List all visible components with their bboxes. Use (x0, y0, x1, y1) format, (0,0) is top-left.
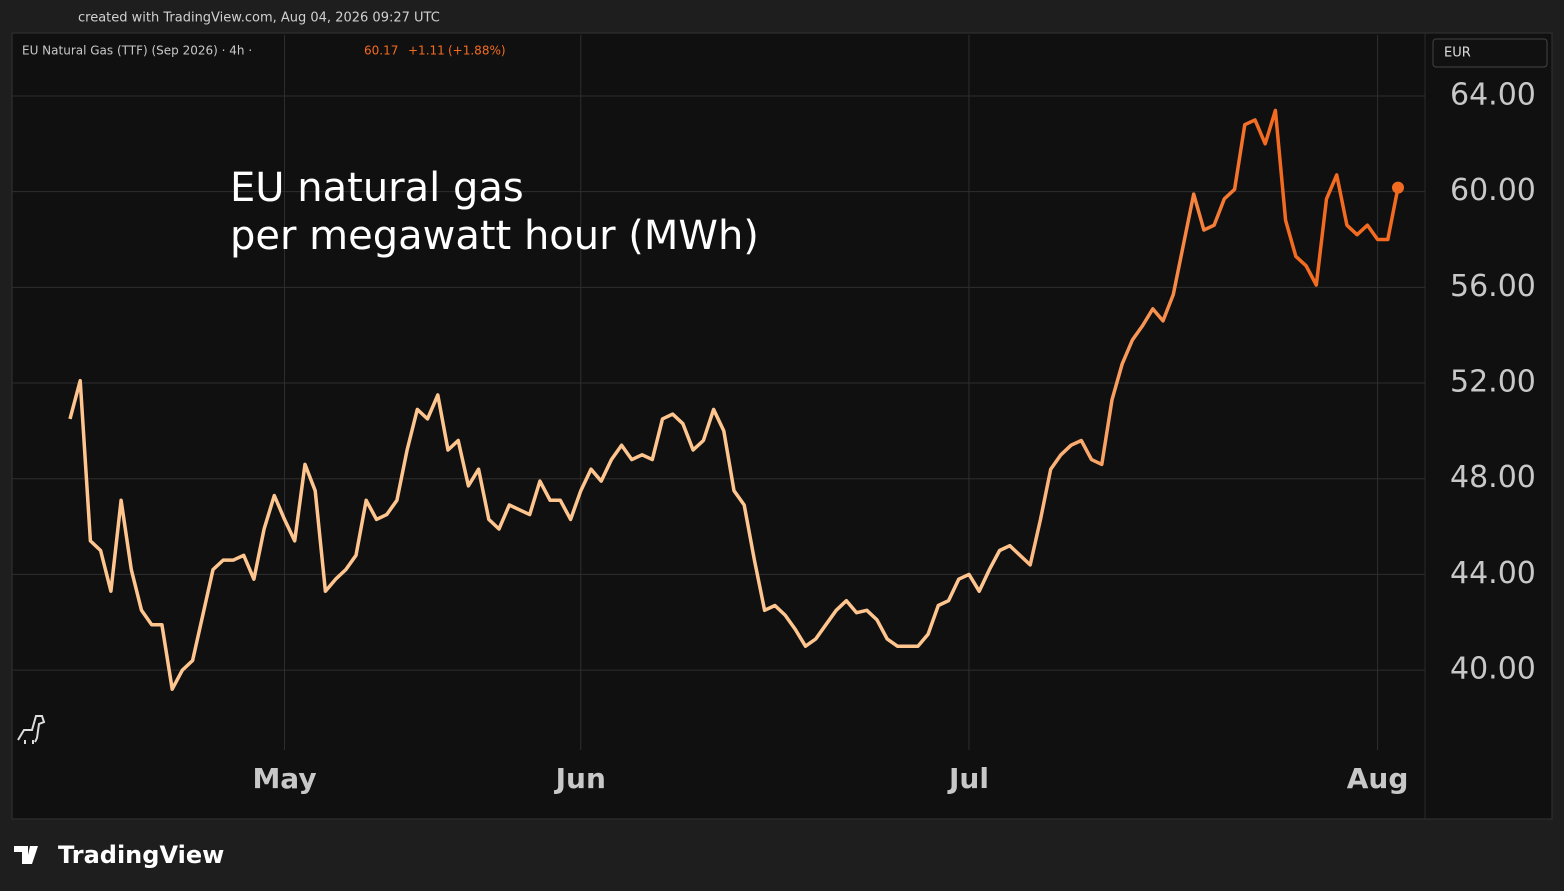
x-tick-label: Aug (1347, 762, 1409, 795)
y-tick-label: 64.00 (1450, 77, 1536, 112)
currency-box[interactable] (1432, 38, 1548, 68)
price-line (68, 108, 1400, 691)
change: +1.11 (408, 44, 445, 58)
y-tick-label: 60.00 (1450, 173, 1536, 208)
y-tick-label: 56.00 (1450, 269, 1536, 304)
x-tick-label: Jul (947, 762, 989, 795)
y-tick-label: 48.00 (1450, 460, 1536, 495)
x-tick-label: Jun (554, 762, 606, 795)
y-tick-label: 52.00 (1450, 365, 1536, 400)
change-pct: (+1.88%) (448, 44, 506, 58)
annotation: EU natural gas (230, 165, 524, 211)
pane (11, 32, 1553, 820)
logo: TradingView (58, 841, 224, 869)
y-tick-label: 40.00 (1450, 652, 1536, 687)
dino-icon[interactable] (17, 715, 46, 744)
last-price: 60.17 (364, 44, 398, 58)
y-tick-label: 44.00 (1450, 556, 1536, 591)
logo-icon (14, 846, 38, 864)
currency[interactable]: EUR (1444, 46, 1471, 61)
x-tick-label: May (252, 762, 316, 795)
symbol: EU Natural Gas (TTF) (Sep 2026) · 4h · (22, 44, 252, 58)
annotation: per megawatt hour (MWh) (230, 213, 759, 259)
watermark: created with TradingView.com, Aug 04, 20… (78, 11, 440, 26)
last-point (1392, 181, 1404, 194)
